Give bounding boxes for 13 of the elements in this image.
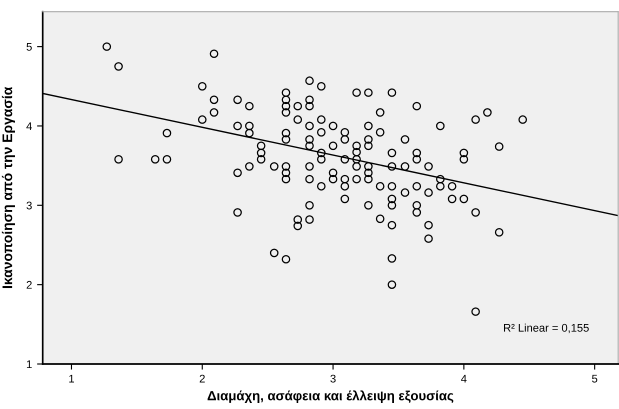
y-tick-label: 3 <box>26 202 32 210</box>
y-tick-label: 4 <box>26 122 32 130</box>
y-tick-label: 1 <box>26 360 32 368</box>
x-tick-label: 1 <box>69 374 74 382</box>
y-tick-label: 2 <box>26 280 32 289</box>
x-axis-title: Διαμάχη, ασάφεια και έλλειψη εξουσίας <box>208 390 454 403</box>
annotation: R² Linear = 0,155 <box>504 324 589 334</box>
y-axis-title: Ικανοποίηση από την Εργασία <box>2 86 15 288</box>
x-tick-label: 2 <box>200 374 205 382</box>
x-tick-label: 4 <box>461 374 467 382</box>
y-tick-label: 5 <box>26 42 32 51</box>
x-tick-label: 3 <box>330 374 336 383</box>
x-tick-label: 5 <box>592 374 598 383</box>
